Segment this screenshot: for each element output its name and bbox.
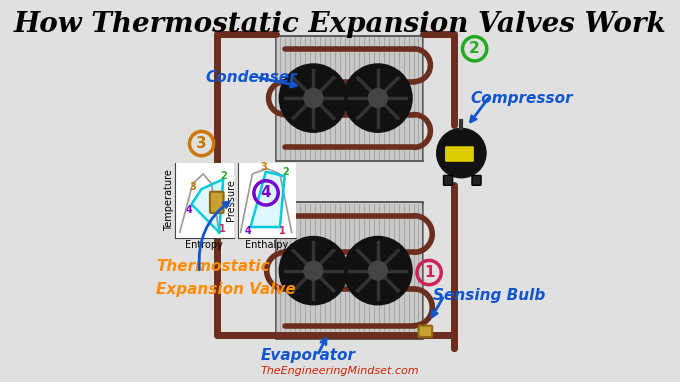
Circle shape <box>437 128 486 178</box>
Circle shape <box>369 89 388 108</box>
Text: 3: 3 <box>197 136 207 151</box>
Text: TheEngineeringMindset.com: TheEngineeringMindset.com <box>260 366 420 376</box>
FancyBboxPatch shape <box>472 175 481 185</box>
FancyBboxPatch shape <box>275 202 424 339</box>
Text: 1: 1 <box>424 265 435 280</box>
FancyBboxPatch shape <box>418 325 432 337</box>
Circle shape <box>304 89 323 108</box>
Text: 2: 2 <box>469 41 480 56</box>
Text: Compressor: Compressor <box>471 91 573 105</box>
Text: Sensing Bulb: Sensing Bulb <box>433 288 545 303</box>
Circle shape <box>344 236 412 305</box>
Circle shape <box>369 261 388 280</box>
FancyBboxPatch shape <box>445 146 474 162</box>
Text: Condenser: Condenser <box>205 70 297 85</box>
FancyBboxPatch shape <box>275 36 424 161</box>
Circle shape <box>344 64 412 132</box>
FancyBboxPatch shape <box>443 175 453 185</box>
FancyBboxPatch shape <box>210 192 224 213</box>
Text: 4: 4 <box>260 185 271 201</box>
Circle shape <box>279 64 347 132</box>
Circle shape <box>304 261 323 280</box>
Text: Thermostatic: Thermostatic <box>156 259 270 274</box>
Text: Expansion Valve: Expansion Valve <box>156 282 296 297</box>
Text: Evaporator: Evaporator <box>260 348 355 363</box>
Text: How Thermostatic Expansion Valves Work: How Thermostatic Expansion Valves Work <box>14 11 666 38</box>
Circle shape <box>279 236 347 305</box>
